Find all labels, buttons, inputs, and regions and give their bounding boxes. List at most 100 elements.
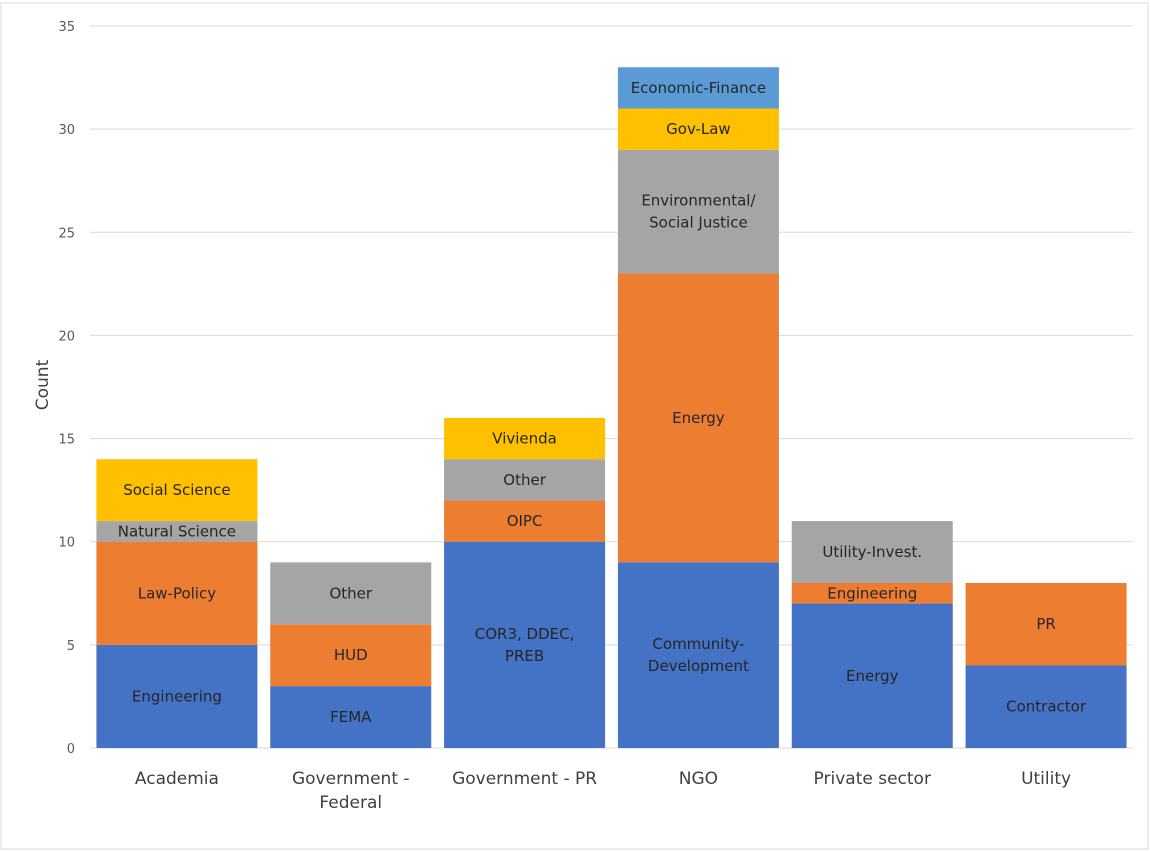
- bar-segment-other: [270, 562, 432, 625]
- text-line: Natural Science: [118, 522, 236, 540]
- segment-label: Other: [503, 471, 546, 489]
- bar-segment-economic-finance: [617, 67, 779, 109]
- bar-segment-fema: [270, 686, 432, 748]
- text-line: Government -: [292, 769, 410, 789]
- text-line: Community-: [652, 635, 744, 653]
- text-line: Social Science: [123, 481, 230, 499]
- y-tick-label: 20: [58, 329, 75, 344]
- segment-label: Engineering: [827, 584, 917, 602]
- bar-stack-academia: Engineering Law-Policy Natural Science Soci…: [96, 459, 258, 748]
- text-line: COR3, DDEC,: [475, 625, 575, 643]
- text-line: Social Justice: [649, 214, 748, 232]
- segment-label: PR: [1036, 615, 1055, 633]
- text-line: Other: [503, 471, 546, 489]
- segment-label: Utility-Invest.: [822, 543, 922, 561]
- bar-segment-hud: [270, 624, 432, 687]
- bar-stack-government-federal: FEMA HUD Other: [270, 562, 432, 748]
- gridlines: [90, 25, 1133, 749]
- bar-segment-natural-science: [96, 521, 258, 542]
- bar-segment-gov-law: [617, 108, 779, 150]
- bar-segment-contractor: [965, 665, 1127, 748]
- segment-label: COR3, DDEC, PREB: [475, 625, 575, 665]
- bar-segment-energy: [617, 273, 779, 563]
- y-tick-label: 5: [67, 639, 75, 654]
- bar-stack-utility: Contractor PR: [965, 582, 1127, 748]
- bar-segment-engineering: [791, 582, 953, 604]
- segment-label: Environmental/Social Justice: [641, 192, 756, 232]
- text-line: Engineering: [827, 584, 917, 602]
- bars: Engineering Law-Policy Natural Science Soci…: [96, 67, 1127, 748]
- text-line: Private sector: [814, 769, 931, 789]
- x-category-label: Government - PR: [452, 769, 597, 789]
- segment-label: Engineering: [132, 687, 222, 705]
- bar-stack-private-sector: Energy Engineering Utility-Invest.: [791, 521, 953, 748]
- y-axis-ticks: 0 5 10 15 20 25 30 35: [58, 20, 75, 757]
- text-line: Gov-Law: [666, 120, 731, 138]
- bar-segment-law-policy: [96, 541, 258, 645]
- text-line: Academia: [135, 769, 219, 789]
- text-line: PREB: [505, 647, 544, 665]
- segment-label: Law-Policy: [138, 584, 216, 602]
- y-tick-label: 10: [58, 536, 75, 551]
- y-tick-label: 0: [67, 742, 75, 757]
- x-category-label: Government - Federal: [292, 769, 410, 813]
- x-category-label: NGO: [679, 769, 718, 789]
- y-tick-label: 35: [58, 20, 75, 35]
- y-tick-label: 25: [58, 226, 75, 241]
- segment-label: Energy: [846, 667, 899, 685]
- segment-label: OIPC: [507, 512, 543, 530]
- segment-label: Natural Science: [118, 522, 236, 540]
- bar-stack-government-pr: COR3, DDEC, PREB OIPC Other Vivienda: [444, 417, 606, 748]
- bar-segment-oipc: [444, 500, 606, 542]
- text-line: Federal: [319, 793, 382, 813]
- segment-label: Vivienda: [492, 430, 557, 448]
- bar-segment-community-development: [617, 562, 779, 748]
- text-line: Engineering: [132, 687, 222, 705]
- segment-label: Other: [329, 584, 372, 602]
- text-line: PR: [1036, 615, 1055, 633]
- x-axis-categories: Academia Government - Federal Government - …: [135, 769, 1071, 813]
- text-line: Development: [648, 657, 749, 675]
- text-line: Vivienda: [492, 430, 557, 448]
- text-line: Environmental/: [641, 192, 756, 210]
- bar-segment-other: [444, 459, 606, 501]
- segment-label: Energy: [672, 409, 725, 427]
- text-line: Contractor: [1006, 698, 1087, 716]
- text-line: Law-Policy: [138, 584, 216, 602]
- bar-segment-cor3-ddec-preb: [444, 541, 606, 748]
- bar-segment-engineering: [96, 644, 258, 748]
- text-line: Economic-Finance: [631, 79, 766, 97]
- segment-label: Gov-Law: [666, 120, 731, 138]
- text-line: HUD: [334, 646, 368, 664]
- text-line: NGO: [679, 769, 718, 789]
- x-category-label: Utility: [1021, 769, 1071, 789]
- segment-label: Community- Development: [648, 635, 749, 675]
- text-line: OIPC: [507, 512, 543, 530]
- bar-segment-utility-invest: [791, 521, 953, 583]
- y-tick-label: 15: [58, 433, 75, 448]
- x-category-label: Private sector: [814, 769, 931, 789]
- bar-segment-energy: [791, 603, 953, 748]
- bar-segment-vivienda: [444, 417, 606, 460]
- y-tick-label: 30: [58, 123, 75, 138]
- segment-label: Contractor: [1006, 698, 1087, 716]
- y-axis-title: Count: [33, 359, 53, 410]
- segment-label: Economic-Finance: [631, 79, 766, 97]
- bar-segment-environmental-social-justice: [617, 149, 779, 274]
- bar-segment-social-science: [96, 459, 258, 522]
- text-line: FEMA: [330, 708, 372, 726]
- text-line: Other: [329, 584, 372, 602]
- bar-segment-pr: [965, 582, 1127, 666]
- text-line: Government - PR: [452, 769, 597, 789]
- text-line: Energy: [672, 409, 725, 427]
- segment-label: FEMA: [330, 708, 372, 726]
- segment-label: HUD: [334, 646, 368, 664]
- x-category-label: Academia: [135, 769, 219, 789]
- text-line: Energy: [846, 667, 899, 685]
- bar-stack-ngo: Community- Development Energy Environmental…: [617, 67, 779, 748]
- text-line: Utility-Invest.: [822, 543, 922, 561]
- segment-label: Social Science: [123, 481, 230, 499]
- text-line: Utility: [1021, 769, 1071, 789]
